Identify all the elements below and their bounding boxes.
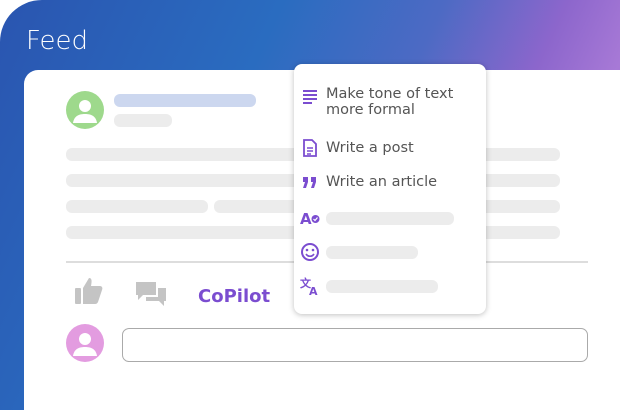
svg-text:A: A: [300, 210, 312, 228]
svg-text:文: 文: [300, 276, 312, 290]
menu-item-emoji[interactable]: [300, 242, 418, 262]
menu-item-formal-tone[interactable]: Make tone of text more formal: [300, 86, 476, 118]
menu-item-placeholder: [326, 279, 438, 293]
post-date-placeholder: [114, 114, 172, 127]
copilot-button[interactable]: CoPilot: [198, 286, 271, 307]
comment-input[interactable]: [122, 328, 588, 362]
menu-item-spellcheck[interactable]: A: [300, 208, 454, 228]
comment-icon[interactable]: [134, 280, 168, 308]
menu-item-placeholder: [326, 211, 454, 225]
quote-icon: [303, 177, 316, 188]
text-lines-icon: [303, 90, 317, 104]
menu-item-write-post[interactable]: Write a post: [300, 138, 414, 158]
author-avatar: [66, 91, 104, 129]
svg-text:A: A: [309, 285, 318, 296]
menu-item-label: Write a post: [326, 140, 414, 156]
translate-icon: 文A: [300, 276, 318, 296]
post-text-line: [66, 200, 208, 213]
copilot-menu: Make tone of text more formal Write a po…: [294, 64, 486, 314]
spellcheck-icon: A: [300, 210, 320, 228]
person-icon: [73, 333, 97, 356]
menu-item-label: Make tone of text more formal: [326, 86, 454, 118]
thumbs-up-icon[interactable]: [74, 276, 104, 306]
person-icon: [73, 100, 97, 123]
document-icon: [303, 139, 317, 157]
page-title: Feed: [26, 26, 89, 56]
menu-item-write-article[interactable]: Write an article: [300, 172, 437, 192]
smiley-icon: [301, 243, 319, 261]
user-avatar: [66, 324, 104, 362]
menu-item-label: Write an article: [326, 174, 438, 190]
author-name-placeholder: [114, 94, 256, 107]
menu-item-placeholder: [326, 245, 418, 259]
